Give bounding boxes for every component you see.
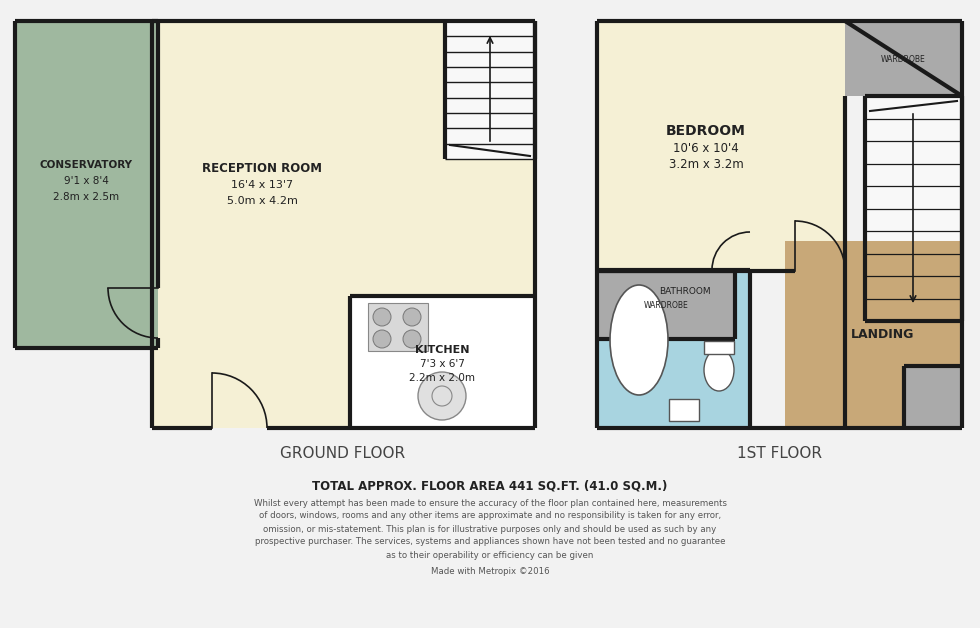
Bar <box>845 21 962 96</box>
Text: 2.8m x 2.5m: 2.8m x 2.5m <box>53 192 119 202</box>
Ellipse shape <box>704 349 734 391</box>
Text: 16'4 x 13'7: 16'4 x 13'7 <box>231 180 293 190</box>
Text: omission, or mis-statement. This plan is for illustrative purposes only and shou: omission, or mis-statement. This plan is… <box>264 524 716 534</box>
Text: LANDING: LANDING <box>852 328 914 342</box>
Text: 2.2m x 2.0m: 2.2m x 2.0m <box>409 373 475 383</box>
Bar <box>597 271 735 339</box>
Text: as to their operability or efficiency can be given: as to their operability or efficiency ca… <box>386 551 594 560</box>
Ellipse shape <box>610 285 668 395</box>
Text: prospective purchaser. The services, systems and appliances shown have not been : prospective purchaser. The services, sys… <box>255 538 725 546</box>
Circle shape <box>418 372 466 420</box>
Bar <box>669 399 699 421</box>
Bar <box>597 270 750 428</box>
Text: 3.2m x 3.2m: 3.2m x 3.2m <box>668 158 744 170</box>
Text: BATHROOM: BATHROOM <box>660 288 710 296</box>
Text: RECEPTION ROOM: RECEPTION ROOM <box>202 163 322 175</box>
Text: Made with Metropix ©2016: Made with Metropix ©2016 <box>430 568 550 577</box>
Text: CONSERVATORY: CONSERVATORY <box>39 160 132 170</box>
Bar <box>597 21 845 271</box>
Text: 1ST FLOOR: 1ST FLOOR <box>737 445 821 460</box>
Bar <box>704 341 734 354</box>
Text: Whilst every attempt has been made to ensure the accuracy of the floor plan cont: Whilst every attempt has been made to en… <box>254 499 726 507</box>
Text: BEDROOM: BEDROOM <box>666 124 746 138</box>
Circle shape <box>403 308 421 326</box>
Text: GROUND FLOOR: GROUND FLOOR <box>280 445 406 460</box>
Bar <box>368 303 428 351</box>
Bar <box>152 21 535 428</box>
Text: 7'3 x 6'7: 7'3 x 6'7 <box>419 359 465 369</box>
Text: WARDROBE: WARDROBE <box>644 301 688 310</box>
Bar <box>350 296 535 428</box>
Text: 9'1 x 8'4: 9'1 x 8'4 <box>64 176 109 186</box>
Text: 5.0m x 4.2m: 5.0m x 4.2m <box>226 196 298 206</box>
Bar <box>15 21 158 348</box>
Circle shape <box>373 330 391 348</box>
Bar <box>445 21 535 159</box>
Circle shape <box>403 330 421 348</box>
Circle shape <box>373 308 391 326</box>
Bar <box>865 96 962 321</box>
Bar <box>904 366 962 428</box>
Text: of doors, windows, rooms and any other items are approximate and no responsibili: of doors, windows, rooms and any other i… <box>259 511 721 521</box>
Text: TOTAL APPROX. FLOOR AREA 441 SQ.FT. (41.0 SQ.M.): TOTAL APPROX. FLOOR AREA 441 SQ.FT. (41.… <box>313 480 667 492</box>
Text: KITCHEN: KITCHEN <box>415 345 469 355</box>
Text: 10'6 x 10'4: 10'6 x 10'4 <box>673 141 739 154</box>
Bar <box>785 241 962 428</box>
Text: WARDROBE: WARDROBE <box>881 55 925 63</box>
